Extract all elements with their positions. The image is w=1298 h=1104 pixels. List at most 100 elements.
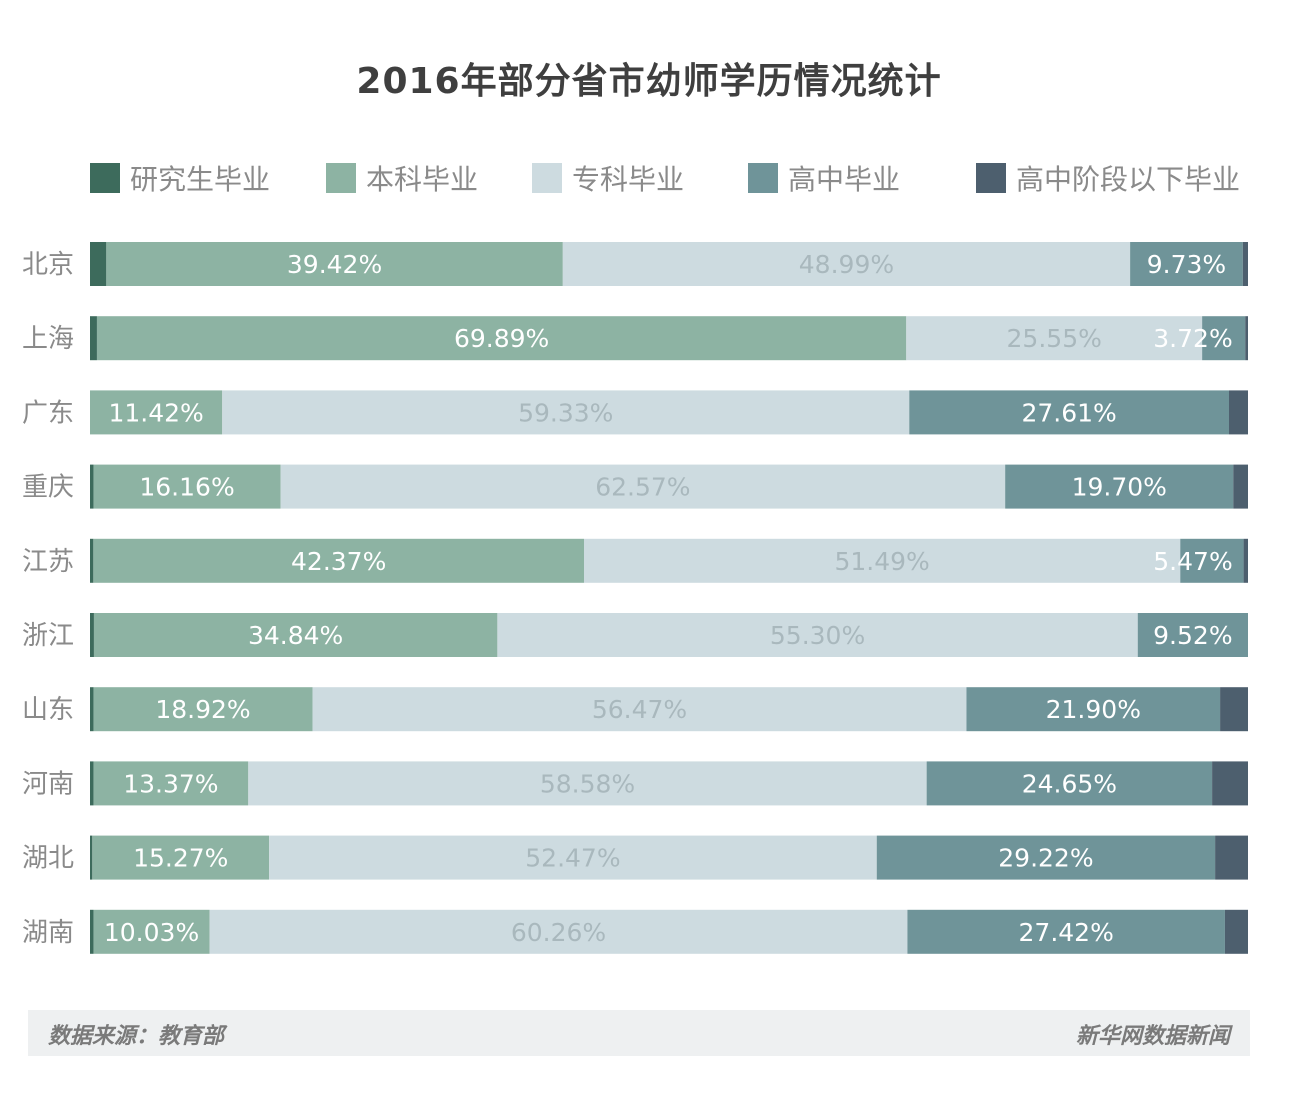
legend-swatch xyxy=(532,163,562,193)
bar-segment xyxy=(222,390,910,435)
data-label: 60.26% xyxy=(511,918,606,947)
data-label: 48.99% xyxy=(799,250,894,279)
bar-segment xyxy=(90,464,94,509)
bar-segment xyxy=(90,687,94,732)
bar-segment xyxy=(1233,464,1248,509)
bar-segment xyxy=(1229,390,1248,435)
bar-segment xyxy=(562,242,1131,286)
data-label: 11.42% xyxy=(108,398,203,427)
data-label: 3.72% xyxy=(1153,324,1232,353)
category-label: 广东 xyxy=(22,398,74,428)
bar-segment xyxy=(90,761,94,806)
bar-segment xyxy=(1245,316,1248,361)
legend-item: 高中阶段以下毕业 xyxy=(976,158,1240,198)
bar-segment xyxy=(90,390,223,435)
bar-segment xyxy=(909,390,1229,435)
bar-segment xyxy=(876,835,1216,880)
bar-segment xyxy=(93,687,313,732)
bar-segment xyxy=(93,761,249,806)
legend-label: 高中阶段以下毕业 xyxy=(1016,163,1241,196)
data-label: 27.42% xyxy=(1019,918,1114,947)
category-label: 重庆 xyxy=(22,473,74,503)
bar-segment xyxy=(106,242,563,286)
bar-segment xyxy=(1242,242,1248,286)
bar-segment xyxy=(92,835,270,880)
data-label: 42.37% xyxy=(291,547,386,576)
bar-segment xyxy=(90,613,94,657)
bar-segment xyxy=(209,909,908,954)
legend-swatch xyxy=(326,163,356,193)
bar-segment xyxy=(1224,909,1248,954)
bar-segment xyxy=(90,316,97,361)
legend-swatch xyxy=(90,163,120,193)
data-label: 62.57% xyxy=(595,473,690,502)
category-label: 湖南 xyxy=(22,918,74,948)
category-label: 上海 xyxy=(22,324,74,354)
data-label: 58.58% xyxy=(540,769,635,798)
bar-segment xyxy=(906,316,1203,361)
bar-segment xyxy=(1243,538,1248,583)
data-label: 16.16% xyxy=(139,473,234,502)
data-label: 10.03% xyxy=(104,918,199,947)
data-label: 56.47% xyxy=(592,695,687,724)
bar-segment xyxy=(269,835,877,880)
legend-label: 研究生毕业 xyxy=(130,163,271,196)
category-label: 河南 xyxy=(22,769,74,799)
legend-item: 研究生毕业 xyxy=(90,158,270,198)
bar-segment xyxy=(1137,613,1248,657)
bar-segment xyxy=(90,909,94,954)
bar-segment xyxy=(1202,316,1246,361)
bar-segment xyxy=(1212,761,1248,806)
bar-segment xyxy=(926,761,1213,806)
data-label: 34.84% xyxy=(248,621,343,650)
data-label: 9.73% xyxy=(1147,250,1226,279)
bar-segment xyxy=(907,909,1225,954)
bar-segment xyxy=(497,613,1138,657)
data-label: 18.92% xyxy=(155,695,250,724)
bar-segment xyxy=(93,464,281,509)
bar-segment xyxy=(90,835,93,880)
data-label: 29.22% xyxy=(998,844,1093,873)
footer: 数据来源：教育部 新华网数据新闻 xyxy=(28,1010,1250,1056)
legend-swatch xyxy=(748,163,778,193)
bar-segment xyxy=(90,538,94,583)
data-label: 9.52% xyxy=(1153,621,1232,650)
bar-segment xyxy=(96,316,907,361)
data-label: 24.65% xyxy=(1022,769,1117,798)
data-label: 15.27% xyxy=(133,844,228,873)
data-label: 13.37% xyxy=(123,769,218,798)
bar-segment xyxy=(93,538,585,583)
stacked-bar-chart: 北京 39.42% 48.99% 9.73% 上海 69.89% 25.55% 3.72% 广东… xyxy=(22,242,1248,954)
brand-note: 新华网数据新闻 xyxy=(1075,1024,1230,1049)
bar-segment xyxy=(1215,835,1248,880)
data-label: 51.49% xyxy=(834,547,929,576)
bar-segment xyxy=(1005,464,1234,509)
bar-segment xyxy=(93,909,210,954)
legend-item: 本科毕业 xyxy=(326,158,478,198)
data-label: 19.70% xyxy=(1072,473,1167,502)
legend-item: 专科毕业 xyxy=(532,158,684,198)
source-note: 数据来源：教育部 xyxy=(48,1024,225,1049)
data-label: 39.42% xyxy=(287,250,382,279)
legend-label: 专科毕业 xyxy=(572,163,685,196)
category-label: 湖北 xyxy=(22,844,74,874)
data-label: 52.47% xyxy=(525,844,620,873)
category-label: 浙江 xyxy=(22,621,74,651)
legend-label: 高中毕业 xyxy=(788,163,901,196)
bar-segment xyxy=(90,242,107,286)
data-label: 25.55% xyxy=(1007,324,1102,353)
bar-segment xyxy=(312,687,967,732)
bar-segment xyxy=(1180,538,1244,583)
data-label: 27.61% xyxy=(1021,398,1116,427)
legend-item: 高中毕业 xyxy=(748,158,900,198)
bar-segment xyxy=(966,687,1221,732)
category-label: 江苏 xyxy=(22,547,74,577)
bar-segment xyxy=(280,464,1006,509)
bar-segment xyxy=(584,538,1181,583)
category-label: 北京 xyxy=(22,250,74,280)
bar-segment xyxy=(248,761,927,806)
data-label: 55.30% xyxy=(770,621,865,650)
chart-title: 2016年部分省市幼师学历情况统计 xyxy=(356,61,942,102)
data-label: 21.90% xyxy=(1046,695,1141,724)
data-label: 59.33% xyxy=(518,398,613,427)
